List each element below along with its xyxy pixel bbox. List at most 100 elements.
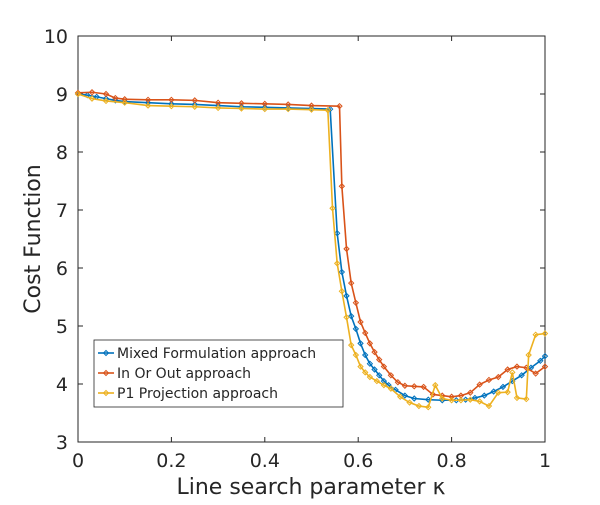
legend-label: P1 Projection approach [117, 386, 278, 402]
data-point [102, 90, 110, 98]
data-point [121, 99, 128, 106]
data-point [338, 183, 346, 190]
data-point [191, 103, 198, 110]
data-point [238, 105, 245, 112]
data-point [499, 383, 507, 391]
data-point [394, 379, 402, 386]
x-tick-label: 0.6 [343, 450, 373, 472]
data-point [352, 325, 360, 333]
x-tick-label: 0 [72, 450, 84, 472]
data-point [347, 279, 355, 287]
data-point [476, 381, 483, 388]
data-point [420, 383, 427, 391]
data-point [432, 381, 439, 389]
x-tick-label: 0.2 [156, 450, 186, 472]
data-point [144, 102, 152, 109]
data-point [371, 348, 378, 356]
data-point [361, 369, 369, 376]
data-point [361, 329, 369, 337]
data-point [343, 292, 350, 300]
data-point [425, 396, 432, 403]
data-point [406, 399, 413, 406]
data-point [448, 397, 455, 404]
data-point [357, 318, 364, 326]
x-axis-label: Line search parameter κ [176, 475, 445, 500]
data-point [74, 90, 82, 98]
data-point [373, 377, 381, 385]
y-tick-label: 10 [44, 26, 68, 48]
data-point [284, 104, 292, 112]
data-point [537, 357, 544, 365]
legend-label: Mixed Formulation approach [117, 346, 316, 362]
data-point [462, 396, 469, 403]
data-point [102, 97, 110, 105]
legend: Mixed Formulation approach In Or Out appr… [93, 339, 344, 408]
data-point [338, 268, 346, 276]
data-point [495, 389, 502, 396]
y-tick-label: 5 [56, 316, 68, 338]
legend-label: In Or Out approach [117, 366, 251, 382]
data-point [284, 105, 292, 113]
data-point [343, 314, 350, 321]
x-tick-label: 1 [539, 450, 551, 472]
data-point [476, 398, 483, 405]
data-point [324, 107, 332, 114]
data-point [371, 366, 378, 373]
data-point [352, 299, 360, 307]
data-point [338, 287, 346, 295]
data-point [366, 340, 374, 347]
data-point [357, 363, 364, 370]
y-tick-label: 9 [56, 84, 68, 106]
data-point [308, 105, 315, 112]
data-point [401, 382, 409, 389]
series-line [77, 93, 546, 409]
y-tick-label: 7 [56, 200, 68, 222]
data-point [415, 402, 423, 410]
data-point [336, 102, 343, 110]
data-point [347, 312, 355, 320]
x-tick-label: 0.8 [436, 450, 466, 472]
data-point [333, 229, 341, 237]
data-point [481, 392, 488, 399]
data-point [168, 102, 175, 110]
data-point [376, 356, 383, 363]
data-point [347, 341, 355, 349]
series-1 [74, 89, 549, 400]
data-point [509, 369, 516, 376]
data-point [352, 351, 360, 359]
data-point [513, 394, 521, 402]
data-point [397, 393, 404, 400]
data-point [532, 370, 539, 377]
data-point [387, 385, 395, 392]
data-point [121, 96, 128, 103]
data-point [467, 389, 474, 396]
data-point [214, 104, 222, 112]
data-point [504, 388, 511, 396]
data-point [532, 331, 539, 338]
data-point [425, 403, 432, 411]
data-point [541, 352, 549, 360]
data-point [453, 397, 460, 404]
data-point [504, 366, 511, 373]
data-point [333, 260, 341, 267]
data-point [401, 392, 409, 399]
y-tick-label: 3 [56, 432, 68, 454]
data-point [102, 389, 110, 397]
data-point [467, 396, 474, 403]
data-point [308, 106, 315, 113]
y-tick-label: 4 [56, 374, 68, 396]
y-axis-label: Cost Function [21, 164, 46, 313]
data-point [88, 95, 96, 102]
data-point [102, 369, 110, 377]
data-point [525, 351, 532, 359]
data-point [513, 363, 521, 370]
y-tick-label: 6 [56, 258, 68, 280]
data-point [411, 383, 418, 390]
data-point [376, 372, 383, 379]
data-point [168, 96, 175, 104]
series-2 [74, 90, 549, 411]
data-point [495, 373, 502, 381]
data-point [261, 105, 269, 113]
x-tick-label: 0.4 [250, 450, 280, 472]
data-point [361, 351, 369, 359]
